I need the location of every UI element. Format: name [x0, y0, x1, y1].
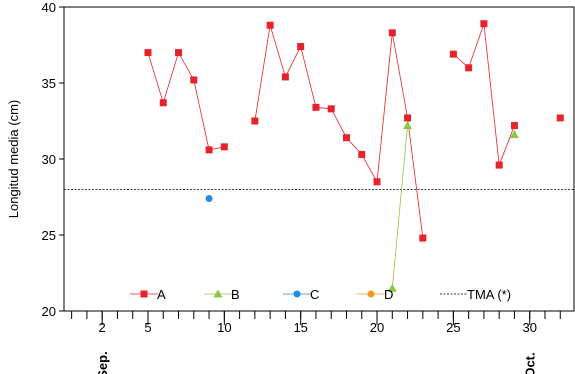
data-point [190, 76, 198, 84]
data-point [556, 114, 564, 122]
legend-marker [293, 290, 301, 298]
series-line [453, 23, 515, 166]
data-point [175, 49, 183, 57]
legend-label: C [310, 287, 319, 302]
x-tick-label: 10 [217, 320, 231, 335]
data-point [495, 161, 503, 169]
data-point [388, 29, 396, 37]
y-tick-label: 20 [42, 304, 56, 319]
series-line [254, 25, 424, 239]
data-point [297, 43, 305, 51]
legend-item-d: D [357, 287, 393, 302]
legend-label: A [157, 287, 166, 302]
month-label: Oct. [523, 352, 538, 374]
series-line [147, 51, 225, 151]
legend-item-b: B [204, 287, 240, 302]
data-point [465, 64, 473, 72]
series-a [144, 20, 564, 242]
series-line [391, 125, 408, 289]
data-point [387, 283, 397, 292]
data-point [449, 50, 457, 58]
legend-label: D [384, 287, 393, 302]
data-point [373, 178, 381, 186]
legend-item-a: A [130, 287, 166, 302]
x-tick-label: 25 [446, 320, 460, 335]
data-point [510, 122, 518, 130]
legend-label: B [231, 287, 240, 302]
data-point [342, 134, 350, 142]
data-point [327, 105, 335, 113]
series-c [205, 195, 213, 203]
legend-item-c: C [283, 287, 319, 302]
data-point [159, 99, 167, 107]
series-b [387, 121, 519, 292]
y-tick-label: 30 [42, 152, 56, 167]
data-point [480, 20, 488, 28]
legend-item-tma: TMA (*) [440, 287, 511, 302]
data-point [419, 234, 427, 242]
data-point [509, 130, 519, 139]
x-tick-label: 30 [522, 320, 536, 335]
y-tick-label: 35 [42, 76, 56, 91]
data-point [404, 114, 412, 122]
x-tick-label: 20 [370, 320, 384, 335]
data-point [266, 21, 274, 29]
series-layer [144, 20, 564, 292]
data-point [251, 117, 259, 125]
x-tick-label: 5 [144, 320, 151, 335]
month-label: Sep. [95, 351, 110, 374]
plot-frame [63, 6, 575, 312]
y-axis-title: Longitud media (cm) [6, 100, 21, 219]
data-point [358, 150, 366, 158]
x-tick-label: 2 [99, 320, 106, 335]
y-tick-label: 25 [42, 228, 56, 243]
legend: A B C D TMA (*) [130, 287, 511, 302]
legend-marker [213, 289, 223, 298]
data-point [281, 73, 289, 81]
data-point [144, 49, 152, 57]
data-point [205, 146, 213, 154]
y-tick-label: 40 [42, 0, 56, 15]
legend-marker [140, 290, 148, 298]
legend-label: TMA (*) [467, 287, 511, 302]
legend-marker [367, 290, 375, 298]
data-point [220, 143, 228, 151]
data-point [312, 103, 320, 111]
data-point [205, 195, 213, 203]
x-tick-label: 15 [293, 320, 307, 335]
data-point [403, 121, 413, 130]
